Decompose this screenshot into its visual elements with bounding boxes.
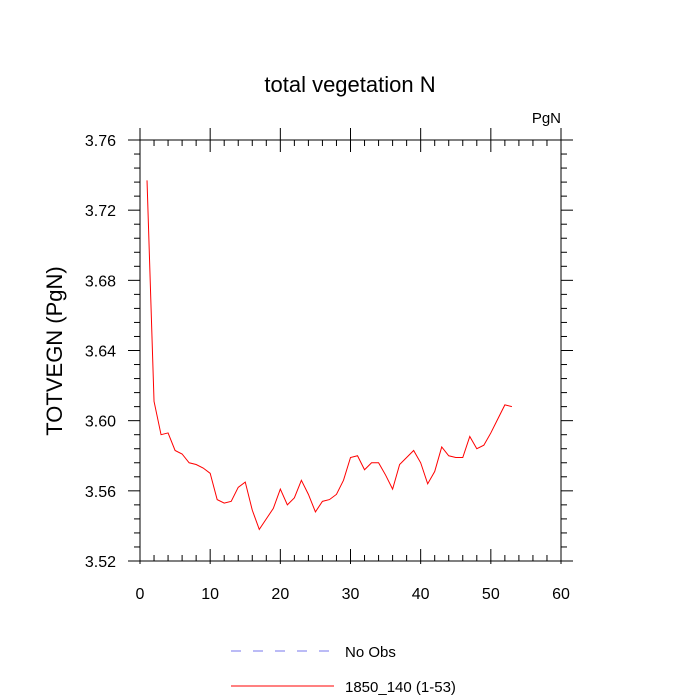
y-tick-label: 3.56 [85, 484, 116, 501]
legend-label: 1850_140 (1-53) [345, 679, 456, 696]
y-axis-label: TOTVEGN (PgN) [42, 266, 67, 436]
y-tick-label: 3.72 [85, 203, 116, 220]
y-tick-labels: 3.52 3.56 3.60 3.64 3.68 3.72 3.76 [85, 133, 116, 571]
axis-ticks [128, 128, 573, 564]
series-lines [146, 180, 513, 531]
y-tick-label: 3.52 [85, 554, 116, 571]
y-tick-label: 3.60 [85, 414, 116, 431]
y-tick-label: 3.76 [85, 133, 116, 150]
x-tick-label: 40 [412, 586, 430, 603]
y-tick-label: 3.64 [85, 344, 116, 361]
chart-title: total vegetation N [264, 72, 435, 97]
x-tick-label: 10 [201, 586, 219, 603]
x-tick-label: 0 [136, 586, 145, 603]
legend: No Obs 1850_140 (1-53) [231, 644, 456, 696]
x-tick-label: 20 [271, 586, 289, 603]
units-label: PgN [532, 110, 561, 127]
series-line [146, 180, 513, 531]
x-tick-label: 50 [482, 586, 500, 603]
x-tick-label: 60 [552, 586, 570, 603]
y-tick-label: 3.68 [85, 273, 116, 290]
legend-label: No Obs [345, 644, 396, 661]
x-tick-label: 30 [342, 586, 360, 603]
x-tick-labels: 0 10 20 30 40 50 60 [136, 586, 570, 603]
plot-frame [139, 139, 562, 562]
